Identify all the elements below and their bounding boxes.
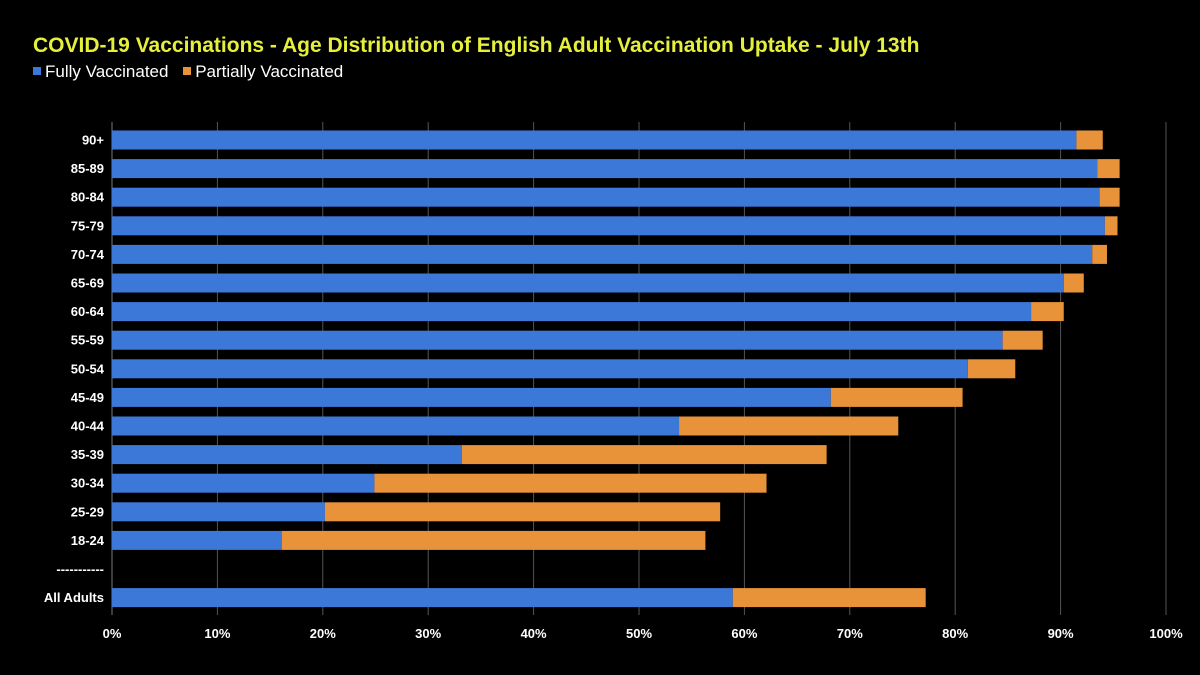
bar-fully-vaccinated [112, 187, 1100, 207]
x-tick-label: 0% [103, 626, 122, 641]
bar-partially-vaccinated [374, 473, 767, 493]
bar-fully-vaccinated [112, 588, 733, 608]
chart-title: COVID-19 Vaccinations - Age Distribution… [33, 34, 920, 57]
x-tick-label: 30% [415, 626, 441, 641]
x-tick-label: 60% [731, 626, 757, 641]
legend-swatch-fully-vaccinated [33, 67, 41, 75]
bar-fully-vaccinated [112, 416, 680, 436]
bar-fully-vaccinated [112, 530, 282, 550]
bar-partially-vaccinated [1097, 159, 1120, 179]
bars [112, 130, 1120, 608]
category-label: 65-69 [71, 276, 104, 291]
x-tick-label: 20% [310, 626, 336, 641]
legend-item-partially-vaccinated: Partially Vaccinated [183, 62, 343, 82]
category-label: 85-89 [71, 161, 104, 176]
category-label: 90+ [82, 133, 104, 148]
bar-partially-vaccinated [967, 359, 1016, 379]
legend: Fully Vaccinated Partially Vaccinated [33, 62, 353, 82]
category-label: 50-54 [71, 361, 105, 376]
bar-fully-vaccinated [112, 302, 1032, 322]
bar-partially-vaccinated [1063, 273, 1084, 293]
x-tick-label: 50% [626, 626, 652, 641]
category-label: 80-84 [71, 190, 105, 205]
x-tick-label: 80% [942, 626, 968, 641]
bar-fully-vaccinated [112, 502, 325, 522]
category-label: 18-24 [71, 533, 105, 548]
category-label: 55-59 [71, 333, 104, 348]
legend-label-partially-vaccinated: Partially Vaccinated [195, 62, 344, 81]
x-tick-label: 90% [1048, 626, 1074, 641]
category-labels: 90+ 85-89 80-84 75-79 70-74 65-69 60-64 55-59 50… [44, 133, 105, 606]
bar-partially-vaccinated [679, 416, 899, 436]
x-tick-label: 100% [1149, 626, 1183, 641]
bar-partially-vaccinated [1092, 244, 1107, 264]
bar-fully-vaccinated [112, 244, 1093, 264]
bar-fully-vaccinated [112, 445, 462, 465]
category-label: 35-39 [71, 447, 104, 462]
category-label: 75-79 [71, 218, 104, 233]
bar-partially-vaccinated [281, 530, 706, 550]
bar-fully-vaccinated [112, 216, 1105, 236]
category-label: 30-34 [71, 476, 105, 491]
bar-fully-vaccinated [112, 387, 831, 407]
x-axis-tick-labels: 0% 10% 20% 30% 40% 50% 60% 70% 80% 90% 100% [103, 626, 1183, 641]
bar-fully-vaccinated [112, 359, 968, 379]
bar-partially-vaccinated [732, 588, 926, 608]
bar-fully-vaccinated [112, 330, 1003, 350]
bar-partially-vaccinated [830, 387, 963, 407]
x-tick-label: 70% [837, 626, 863, 641]
category-label: 60-64 [71, 304, 105, 319]
x-tick-label: 10% [204, 626, 230, 641]
category-label: 70-74 [71, 247, 105, 262]
bar-fully-vaccinated [112, 159, 1098, 179]
bar-partially-vaccinated [1031, 302, 1064, 322]
legend-label-fully-vaccinated: Fully Vaccinated [45, 62, 169, 81]
bar-partially-vaccinated [1076, 130, 1103, 150]
category-label: 25-29 [71, 504, 104, 519]
bar-fully-vaccinated [112, 473, 375, 493]
bar-fully-vaccinated [112, 130, 1077, 150]
bar-partially-vaccinated [461, 445, 827, 465]
bar-partially-vaccinated [1099, 187, 1120, 207]
bar-fully-vaccinated [112, 273, 1064, 293]
category-label: All Adults [44, 590, 104, 605]
bar-partially-vaccinated [1002, 330, 1043, 350]
bar-partially-vaccinated [1104, 216, 1118, 236]
bar-partially-vaccinated [324, 502, 721, 522]
legend-swatch-partially-vaccinated [183, 67, 192, 75]
category-label: 40-44 [71, 419, 105, 434]
x-tick-label: 40% [521, 626, 547, 641]
category-label: ----------- [56, 562, 104, 577]
category-label: 45-49 [71, 390, 104, 405]
legend-item-fully-vaccinated: Fully Vaccinated [33, 62, 168, 82]
